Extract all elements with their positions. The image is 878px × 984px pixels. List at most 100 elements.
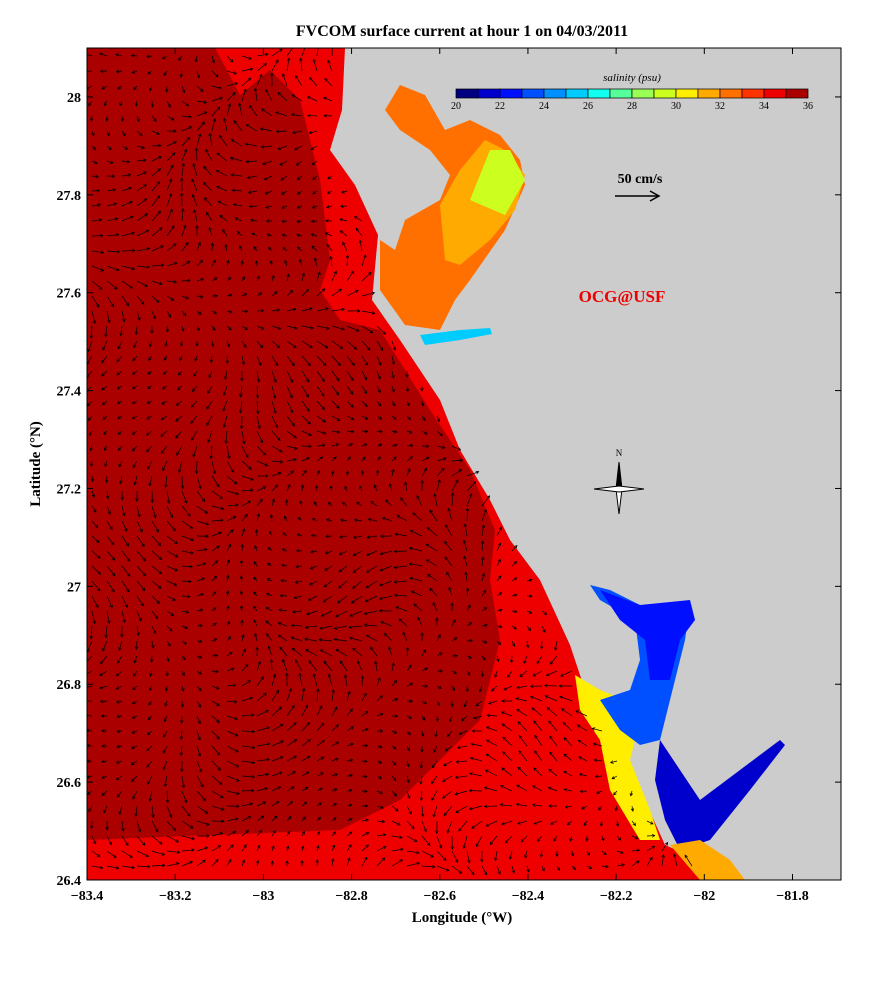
current-arrow [196,608,204,612]
current-arrow [166,178,173,192]
current-arrow [164,700,168,707]
current-arrow [451,479,459,492]
current-arrow [147,775,153,785]
current-arrow [331,325,346,331]
current-arrow [196,310,202,315]
current-arrow [121,535,130,547]
current-arrow [294,580,303,584]
current-arrow [532,670,543,677]
current-arrow [286,445,298,450]
current-arrow [301,739,311,747]
current-arrow [208,132,213,147]
current-arrow [346,844,352,852]
current-arrow [301,272,306,282]
current-arrow [102,340,108,351]
current-arrow [598,805,603,811]
current-arrow [91,490,96,498]
current-arrow [483,804,498,809]
current-arrow [329,255,333,267]
current-arrow [379,565,393,572]
current-arrow [121,820,125,832]
current-arrow [238,400,243,414]
current-arrow [136,820,142,833]
current-arrow [450,700,454,708]
current-arrow [451,850,459,864]
current-arrow [181,610,190,614]
current-arrow [181,162,185,177]
current-arrow [226,70,238,75]
current-arrow [406,850,420,855]
current-arrow [544,695,558,702]
current-arrow [191,430,198,441]
current-arrow [166,550,179,558]
current-arrow [511,625,517,630]
caloosahatchee [655,740,785,850]
current-arrow [486,713,498,718]
current-arrow [526,625,532,632]
current-arrow [226,745,239,753]
current-arrow [325,534,333,539]
current-arrow [478,685,483,693]
current-arrow [226,475,238,485]
current-arrow [136,310,141,321]
current-arrow [384,499,393,507]
current-arrow [481,495,491,507]
current-arrow [226,590,230,597]
current-arrow [121,200,133,207]
current-arrow [559,695,573,702]
current-arrow [151,227,163,237]
colorbar-swatch [521,88,545,99]
current-arrow [121,835,129,847]
current-arrow [532,785,543,792]
current-arrow [151,263,165,268]
current-arrow [413,603,423,612]
current-arrow [121,565,131,577]
current-arrow [178,460,183,473]
current-arrow [361,385,368,395]
current-arrow [534,750,543,762]
current-arrow [348,625,363,629]
current-arrow [518,750,528,762]
current-arrow [646,845,656,852]
current-arrow [419,775,423,785]
current-arrow [507,670,513,678]
current-arrow [388,646,393,657]
current-arrow [335,649,348,657]
current-arrow [338,580,348,589]
current-arrow [208,370,213,379]
current-arrow [104,475,109,484]
current-arrow [226,683,237,688]
current-arrow [253,591,258,597]
peace-river [600,590,695,680]
current-arrow [196,715,201,725]
current-arrow [133,85,138,91]
current-arrow [363,610,378,616]
current-arrow [331,415,341,421]
current-arrow [176,385,183,391]
current-arrow [196,85,204,93]
current-arrow [181,594,191,599]
current-arrow [331,470,335,477]
current-arrow [190,415,198,424]
current-arrow [146,54,153,59]
colorbar-swatch [631,88,655,99]
current-arrow [259,127,273,132]
current-arrow [526,865,530,873]
y-axis-label: Latitude (°N) [28,421,44,507]
current-arrow [511,577,518,582]
current-arrow [427,573,438,582]
current-arrow [119,100,123,107]
current-arrow [121,865,136,870]
current-arrow [271,723,284,732]
current-arrow [391,468,395,477]
current-arrow [196,685,202,692]
current-arrow [312,58,318,72]
current-arrow [151,181,161,192]
current-arrow [148,700,153,706]
current-arrow [316,307,329,312]
current-arrow [499,803,513,807]
current-arrow [164,475,168,489]
current-arrow [196,624,204,628]
current-arrow [529,695,543,702]
current-arrow [406,745,410,752]
